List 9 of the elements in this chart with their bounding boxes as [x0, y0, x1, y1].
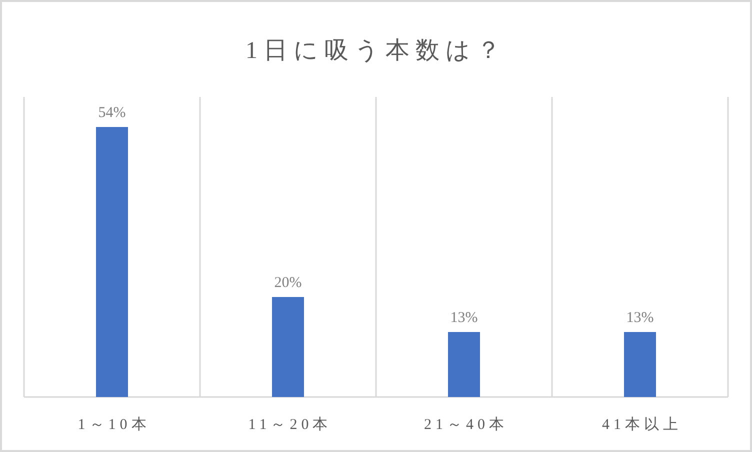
x-tick-label: 21～40本 — [424, 416, 508, 433]
x-tick-label: 11～20本 — [248, 416, 332, 433]
data-label: 54% — [98, 105, 126, 121]
x-tick-label: 41本以上 — [602, 416, 682, 433]
x-tick-label: 1～10本 — [78, 416, 150, 433]
data-label: 20% — [274, 275, 302, 291]
chart-title: 1日に吸う本数は？ — [246, 38, 506, 64]
data-label: 13% — [626, 310, 654, 326]
data-label: 13% — [450, 310, 478, 326]
